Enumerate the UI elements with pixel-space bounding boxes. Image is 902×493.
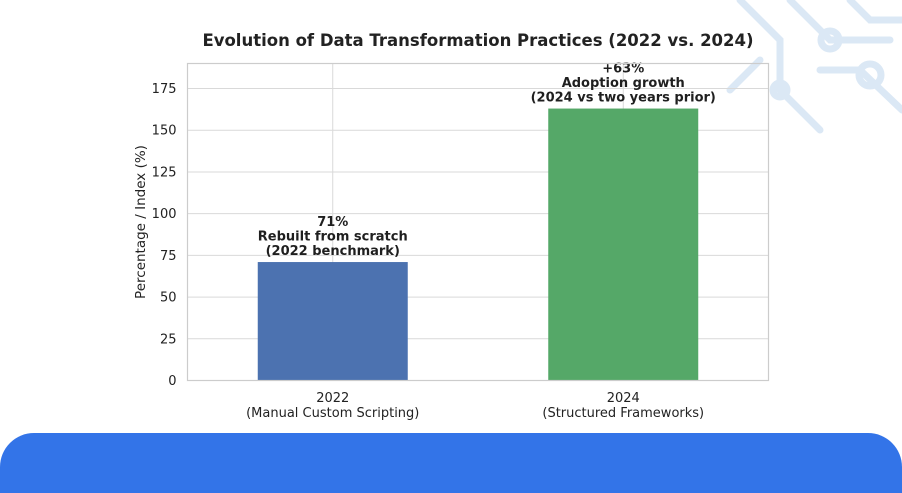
x-axis-ticks: 2022(Manual Custom Scripting) 2024(Struct…	[246, 391, 704, 421]
bar-annotation-line: 71%	[317, 215, 348, 230]
y-tick-label: 100	[152, 207, 177, 222]
x-tick-label: (Manual Custom Scripting)	[246, 406, 419, 421]
bar-annotation-line: (2022 benchmark)	[266, 244, 400, 259]
circuit-decoration	[726, 0, 902, 134]
y-tick-label: 150	[152, 124, 177, 139]
y-tick-label: 75	[160, 249, 177, 264]
y-axis-ticks: 0 25 50 75 100 125 150 175	[152, 82, 177, 389]
x-tick-label: (Structured Frameworks)	[542, 406, 704, 421]
bar-annotation-line: +63%	[602, 62, 644, 77]
y-tick-label: 25	[160, 332, 177, 347]
bar-annotation-line: (2024 vs two years prior)	[531, 91, 716, 106]
y-tick-label: 0	[168, 374, 176, 389]
bar-chart: Evolution of Data Transformation Practic…	[133, 31, 770, 421]
bar	[548, 108, 699, 381]
bar	[257, 262, 408, 381]
x-tick-label: 2022	[316, 391, 349, 406]
bar-annotations: 71%Rebuilt from scratch(2022 benchmark) +…	[258, 62, 716, 259]
y-tick-label: 50	[160, 291, 177, 306]
chart-title: Evolution of Data Transformation Practic…	[202, 31, 753, 50]
y-tick-label: 125	[152, 165, 177, 180]
bars	[257, 108, 699, 381]
plot-frame	[186, 62, 770, 382]
x-tick-label: 2024	[607, 391, 640, 406]
bottom-banner	[0, 433, 902, 493]
bar-annotation-line: Rebuilt from scratch	[258, 230, 408, 245]
bar-annotation-line: Adoption growth	[562, 76, 685, 91]
y-tick-label: 175	[152, 82, 177, 97]
y-axis-label: Percentage / Index (%)	[133, 145, 149, 299]
